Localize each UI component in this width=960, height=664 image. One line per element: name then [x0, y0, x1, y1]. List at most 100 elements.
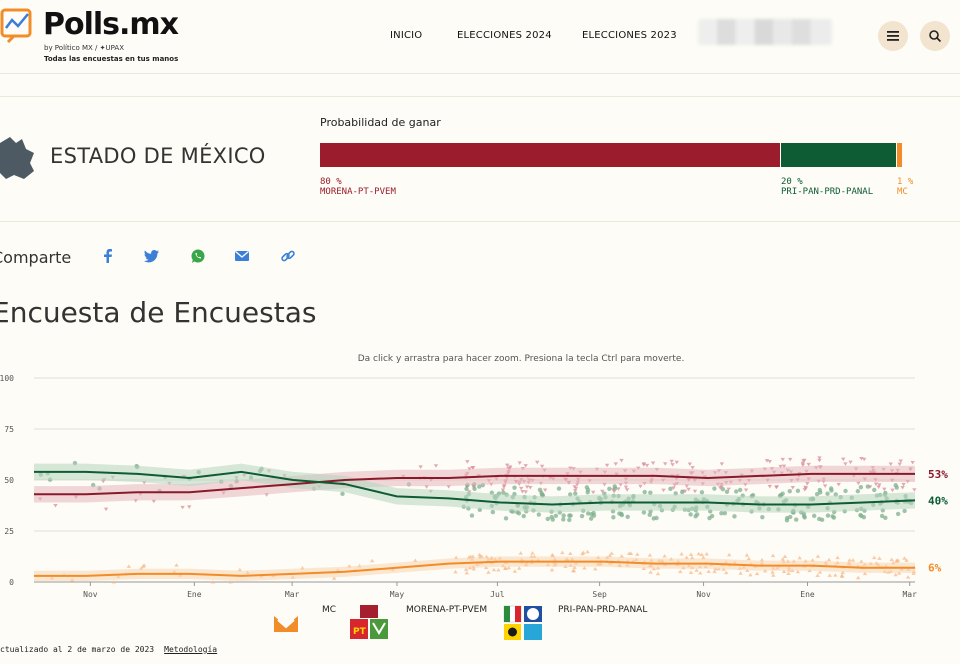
poll-point: [662, 462, 668, 466]
poll-point: [542, 488, 548, 492]
poll-point: [701, 555, 706, 560]
poll-of-polls-chart[interactable]: 0 25 50 75 100 Nov Ene Mar May Jul Sep Nov Ene Mar 53…: [0, 368, 960, 604]
twitter-icon[interactable]: [144, 248, 160, 264]
poll-point: [815, 554, 821, 558]
poll-point: [688, 570, 694, 575]
search-button[interactable]: [920, 21, 950, 51]
link-icon[interactable]: [280, 248, 296, 264]
poll-point: [800, 463, 806, 467]
poll-point: [692, 489, 698, 494]
poll-point: [748, 572, 753, 577]
y-tick-label: 50: [4, 476, 14, 485]
poll-point: [490, 509, 496, 515]
poll-point: [644, 463, 650, 468]
poll-point: [904, 558, 909, 562]
poll-point: [803, 485, 808, 490]
poll-point: [910, 461, 915, 465]
probability-pri-pct: 20 %: [781, 177, 803, 187]
poll-point: [464, 486, 469, 492]
poll-point: [712, 569, 717, 574]
poll-point: [503, 516, 509, 521]
poll-point: [883, 515, 888, 521]
nav-inicio[interactable]: INICIO: [390, 30, 423, 41]
pri-pan-prd-panal-logo-icon[interactable]: [500, 605, 546, 641]
poll-point: [647, 553, 653, 557]
poll-point: [696, 551, 701, 556]
poll-point: [483, 565, 489, 570]
poll-point: [743, 488, 749, 492]
morena-pt-verde-logo-icon[interactable]: PT: [346, 605, 392, 641]
poll-point: [764, 459, 770, 463]
state-title: ESTADO DE MÉXICO: [50, 144, 266, 168]
poll-point: [612, 489, 617, 494]
poll-point: [550, 553, 556, 558]
legend-pri-pan[interactable]: PRI-PAN-PRD-PANAL: [558, 605, 648, 615]
poll-point: [876, 485, 881, 490]
blurred-ad: [698, 19, 832, 45]
series-end-label: 53%: [928, 468, 948, 481]
poll-point: [795, 488, 801, 493]
poll-point: [856, 481, 861, 486]
logo-tagline: Todas las encuestas en tus manos: [44, 55, 179, 63]
poll-point: [580, 551, 585, 556]
poll-point: [865, 484, 871, 489]
poll-point: [464, 570, 470, 575]
poll-point: [788, 457, 793, 462]
poll-point: [699, 552, 704, 557]
poll-point: [890, 488, 895, 493]
poll-point: [794, 517, 799, 522]
poll-point: [624, 488, 630, 492]
poll-point: [567, 513, 572, 518]
poll-point: [679, 551, 684, 556]
poll-point: [470, 554, 476, 559]
email-icon[interactable]: [234, 248, 250, 264]
nav-elecciones-2023[interactable]: ELECCIONES 2023: [582, 30, 677, 41]
poll-point: [858, 512, 863, 518]
trend-line: [34, 470, 916, 506]
poll-point: [518, 551, 523, 555]
legend-mc[interactable]: MC: [322, 605, 337, 615]
poll-point: [815, 573, 820, 578]
poll-point: [623, 485, 629, 490]
poll-point: [370, 558, 375, 563]
menu-button[interactable]: [878, 21, 908, 51]
poll-point: [694, 512, 700, 517]
poll-point: [111, 580, 117, 584]
mc-logo-icon[interactable]: [272, 612, 300, 636]
chart-labels: 53% 40% 6%: [928, 468, 948, 575]
x-tick-label: Nov: [83, 590, 98, 599]
probability-bar-mc: [897, 143, 902, 167]
poll-point: [508, 465, 513, 469]
poll-point: [835, 555, 840, 560]
poll-point: [612, 484, 617, 489]
poll-point: [678, 569, 683, 574]
poll-point: [780, 457, 785, 462]
whatsapp-icon[interactable]: [190, 248, 206, 264]
poll-point: [463, 567, 469, 571]
poll-point: [593, 566, 598, 571]
poll-point: [671, 486, 676, 490]
nav-elecciones-2024[interactable]: ELECCIONES 2024: [457, 30, 552, 41]
poll-point: [669, 459, 674, 464]
x-tick-label: Sep: [592, 590, 607, 599]
poll-point: [571, 568, 577, 573]
poll-point: [826, 557, 832, 562]
series-end-label: 40%: [928, 494, 948, 507]
facebook-icon[interactable]: [102, 248, 114, 264]
poll-point: [795, 569, 801, 574]
poll-point: [897, 462, 902, 467]
polls-logo-icon[interactable]: [0, 8, 34, 56]
poll-point: [661, 488, 666, 493]
legend-morena[interactable]: MORENA-PT-PVEM: [406, 605, 488, 615]
trend-line: [34, 472, 915, 496]
hamburger-icon: [887, 31, 899, 41]
poll-point: [889, 557, 894, 562]
logo-title[interactable]: Polls.mx: [43, 7, 179, 42]
poll-point: [604, 463, 610, 468]
poll-point: [839, 573, 845, 577]
methodology-link[interactable]: Metodología: [164, 645, 218, 654]
poll-point: [684, 555, 689, 559]
poll-point: [722, 510, 728, 516]
poll-point: [833, 573, 838, 577]
poll-point: [654, 515, 659, 521]
